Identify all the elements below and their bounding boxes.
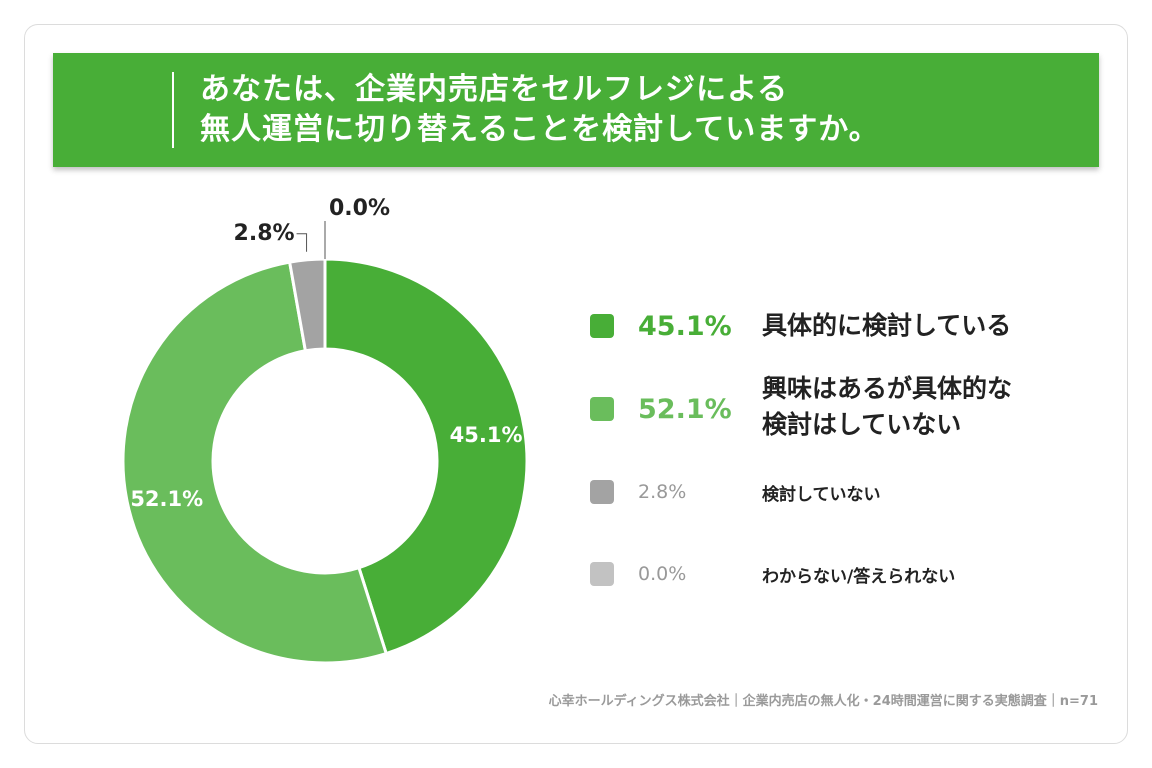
legend-label-1: 具体的に検討している — [762, 311, 1012, 340]
legend-swatch-1 — [590, 314, 614, 338]
slice-label-4: 0.0% — [329, 196, 390, 221]
chart-title: あなたは、企業内売店をセルフレジによる 無人運営に切り替えることを検討しています… — [200, 70, 1080, 150]
slice-label-1: 45.1% — [450, 423, 523, 447]
legend-label-2b: 検討はしていない — [762, 410, 962, 439]
legend-pct-3: 2.8% — [638, 481, 687, 503]
chart-title-line-2: 無人運営に切り替えることを検討していますか。 — [200, 112, 880, 147]
leader-line-3 — [296, 233, 308, 252]
legend-label-3: 検討していない — [762, 484, 881, 505]
source-footnote: 心幸ホールディングス株式会社｜企業内売店の無人化・24時間運営に関する実態調査｜… — [548, 694, 1098, 709]
legend-swatch-3 — [590, 480, 614, 504]
legend-pct-1: 45.1% — [638, 310, 732, 342]
legend-pct-4: 0.0% — [638, 563, 687, 585]
legend-item-1: 45.1% 具体的に検討している — [590, 311, 1011, 342]
title-banner — [53, 53, 1099, 167]
donut-slice-1 — [323, 257, 529, 656]
legend-item-4: 0.0% わからない/答えられない — [590, 562, 955, 587]
legend-pct-2: 52.1% — [638, 393, 732, 425]
legend-item-2: 52.1% 興味はあるが具体的な 検討はしていない — [590, 374, 1012, 439]
slice-label-3: 2.8% — [234, 221, 295, 246]
title-accent-bar — [172, 72, 174, 148]
legend-label-4: わからない/答えられない — [762, 566, 956, 587]
legend-swatch-4 — [590, 562, 614, 586]
slice-label-2: 52.1% — [130, 487, 203, 511]
legend-swatch-2 — [590, 397, 614, 421]
legend-label-2a: 興味はあるが具体的な — [762, 374, 1013, 403]
chart-title-line-1: あなたは、企業内売店をセルフレジによる — [200, 72, 789, 107]
legend-item-3: 2.8% 検討していない — [590, 480, 881, 505]
donut-slice-2 — [121, 260, 389, 665]
donut-slice-3 — [287, 257, 327, 353]
